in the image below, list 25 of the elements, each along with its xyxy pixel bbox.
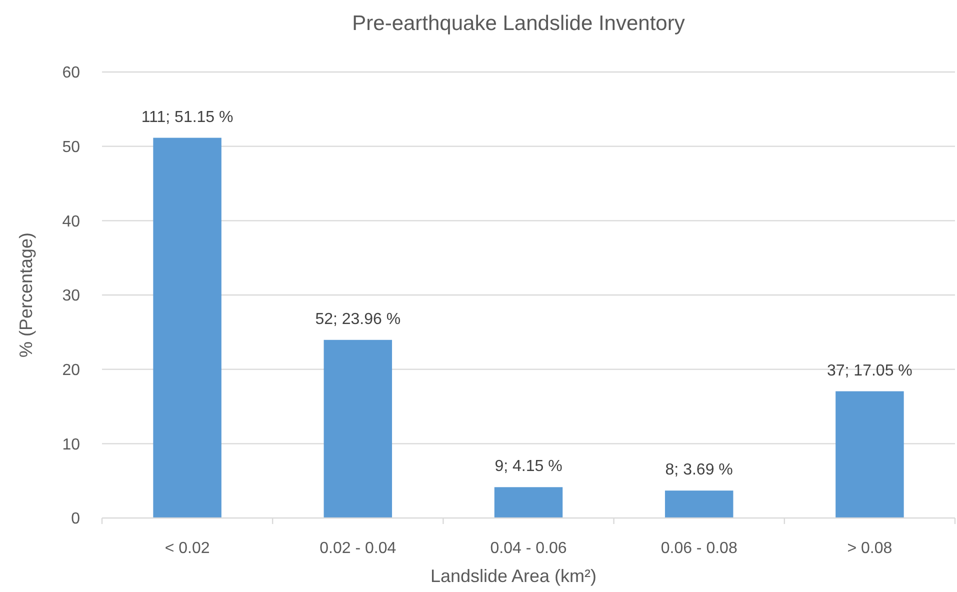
y-tick-label: 0: [71, 510, 80, 528]
bar: [324, 340, 392, 518]
x-tick-label: 0.02 - 0.04: [320, 540, 396, 557]
bar: [664, 490, 734, 518]
x-tick-label: < 0.02: [164, 540, 210, 557]
data-label: 8; 3.69 %: [665, 462, 733, 479]
y-tick-label: 20: [62, 362, 80, 379]
x-tick-label: > 0.08: [847, 540, 892, 557]
data-label: 9; 4.15 %: [494, 458, 562, 476]
y-tick-label: 30: [62, 288, 80, 305]
x-axis-title: Landslide Area (km²): [430, 566, 597, 586]
bar: [494, 487, 563, 518]
bar: [836, 391, 904, 518]
x-tick-label: 0.06 - 0.08: [660, 540, 738, 557]
y-axis-title: % (Percentage): [16, 232, 36, 358]
x-tick-label: 0.04 - 0.06: [490, 540, 567, 557]
data-label: 37; 17.05 %: [826, 362, 912, 380]
y-tick-label: 50: [62, 138, 80, 156]
y-tick-label: 60: [62, 64, 80, 82]
chart-title: Pre-earthquake Landslide Inventory: [352, 12, 686, 35]
bar: [153, 138, 222, 518]
y-tick-label: 40: [62, 213, 80, 230]
data-label: 52; 23.96 %: [315, 310, 401, 328]
y-tick-label: 10: [62, 436, 80, 454]
data-label: 111; 51.15 %: [141, 108, 234, 126]
